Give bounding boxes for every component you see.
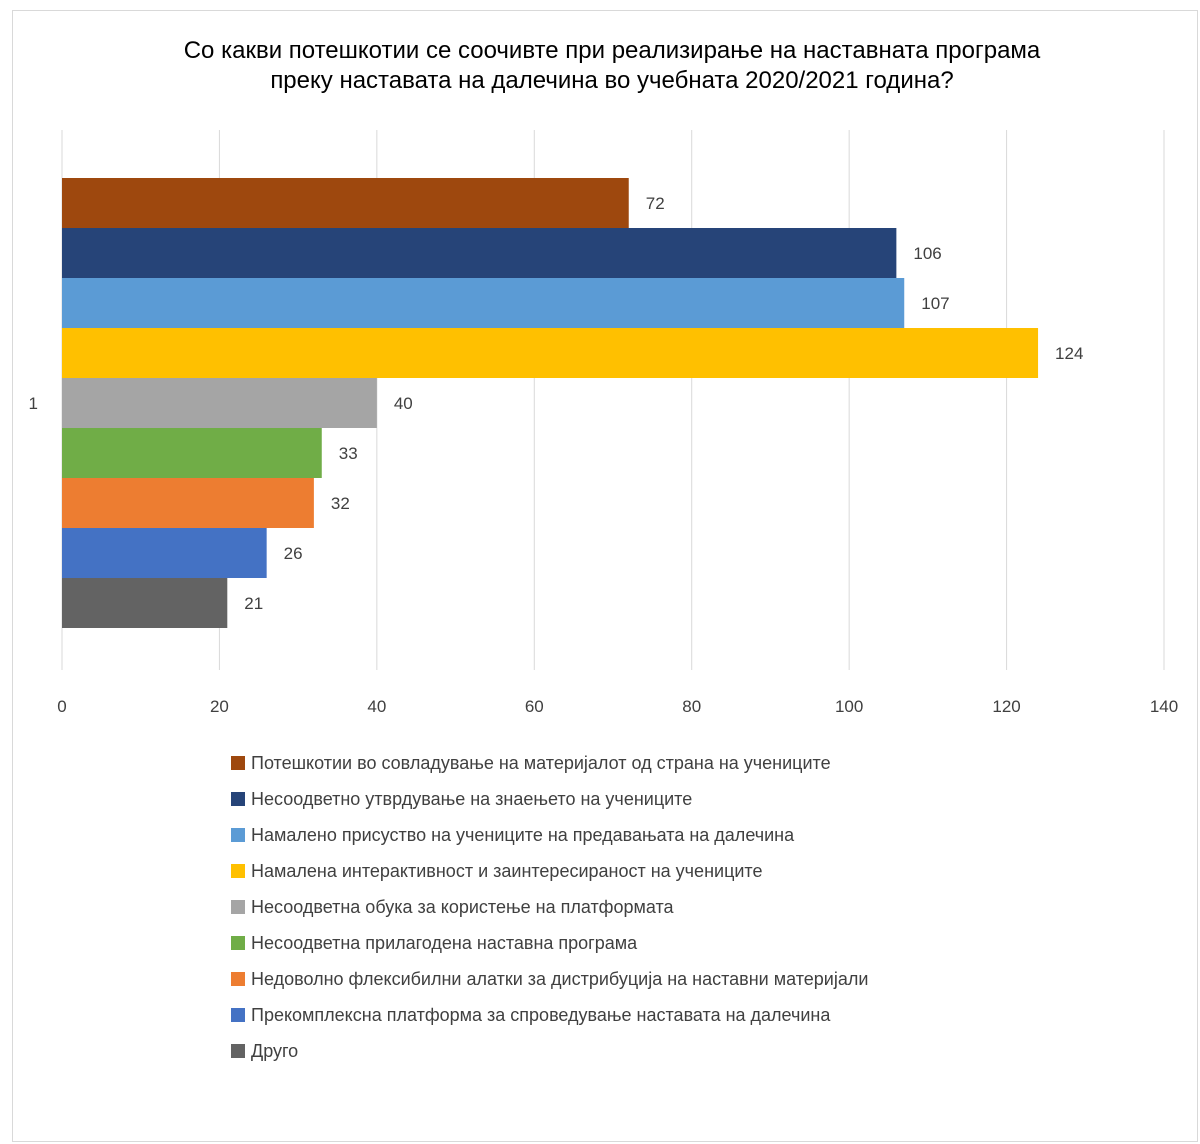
x-tick-label: 40 [367, 697, 386, 716]
legend-swatch [231, 972, 245, 986]
legend-label: Несоодветна прилагодена наставна програм… [251, 932, 638, 953]
legend-item: Прекомплексна платформа за спроведување … [231, 997, 868, 1033]
bar-value-label: 107 [921, 294, 949, 313]
legend-label: Несоодветно утврдување на знаењето на уч… [251, 788, 693, 809]
legend-label: Намалено присуство на учениците на преда… [251, 824, 795, 845]
x-tick-label: 60 [525, 697, 544, 716]
legend-swatch [231, 1044, 245, 1058]
bar [62, 578, 228, 628]
legend-label: Друго [251, 1040, 299, 1061]
legend-label: Потешкотии во совладување на материјалот… [251, 752, 831, 773]
chart-legend: Потешкотии во совладување на материјалот… [231, 745, 868, 1069]
legend-item: Намалено присуство на учениците на преда… [231, 817, 868, 853]
legend-item: Друго [231, 1033, 868, 1069]
legend-label: Прекомплексна платформа за спроведување … [251, 1004, 831, 1025]
x-tick-label: 80 [682, 697, 701, 716]
chart-title: Со какви потешкотии се соочивте при реал… [183, 37, 1041, 94]
legend-swatch [231, 900, 245, 914]
bar [62, 478, 314, 528]
legend-item: Недоволно флексибилни алатки за дистрибу… [231, 961, 868, 997]
legend-swatch [231, 936, 245, 950]
bar-value-label: 72 [646, 194, 665, 213]
bar-value-label: 124 [1055, 344, 1083, 363]
category-label: 1 [29, 394, 38, 413]
legend-swatch [231, 864, 245, 878]
legend-swatch [231, 1008, 245, 1022]
chart-plot: 0 20 40 60 80 100 120 140 72 106 107 124 40 33 32 26 21 1 [29, 130, 1178, 716]
bar [62, 228, 897, 278]
legend-item: Несоодветна прилагодена наставна програм… [231, 925, 868, 961]
legend-label: Несоодветна обука за користење на платфо… [251, 896, 674, 917]
legend-item: Несоодветна обука за користење на платфо… [231, 889, 868, 925]
legend-swatch [231, 828, 245, 842]
bar [62, 178, 629, 228]
x-tick-label: 0 [57, 697, 66, 716]
legend-label: Намалена интерактивност и заинтересирано… [251, 860, 763, 881]
bar [62, 428, 322, 478]
bar [62, 278, 905, 328]
x-tick-label: 100 [835, 697, 863, 716]
legend-swatch [231, 792, 245, 806]
bar [62, 328, 1039, 378]
x-tick-label: 120 [992, 697, 1020, 716]
x-tick-label: 140 [1150, 697, 1178, 716]
bar-value-label: 26 [284, 544, 303, 563]
bar [62, 378, 377, 428]
legend-swatch [231, 756, 245, 770]
legend-label: Недоволно флексибилни алатки за дистрибу… [251, 968, 869, 989]
bar-value-label: 106 [913, 244, 941, 263]
bar-value-label: 40 [394, 394, 413, 413]
x-tick-label: 20 [210, 697, 229, 716]
bar-value-label: 32 [331, 494, 350, 513]
legend-item: Несоодветно утврдување на знаењето на уч… [231, 781, 868, 817]
bar-value-label: 21 [244, 594, 263, 613]
legend-item: Намалена интерактивност и заинтересирано… [231, 853, 868, 889]
bar-value-label: 33 [339, 444, 358, 463]
bar [62, 528, 267, 578]
legend-item: Потешкотии во совладување на материјалот… [231, 745, 868, 781]
